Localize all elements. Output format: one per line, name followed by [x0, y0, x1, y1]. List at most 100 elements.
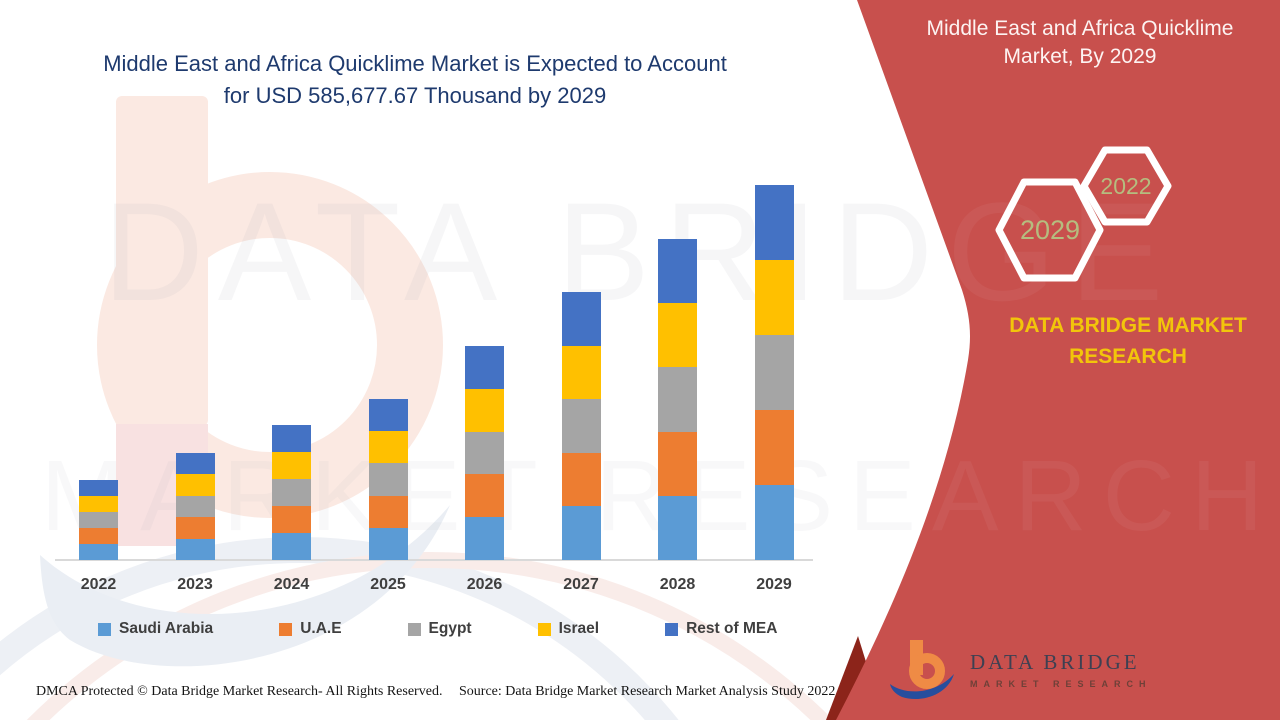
bar-2028-u-a-e-segment: [658, 431, 697, 496]
bar-2025-u-a-e-segment: [368, 495, 408, 528]
bar-2029-israel-segment: [754, 260, 794, 335]
hexagon-2029-label: 2029: [1020, 215, 1080, 245]
page-title-line2: for USD 585,677.67 Thousand by 2029: [223, 83, 607, 108]
source-note: Source: Data Bridge Market Research Mark…: [459, 684, 836, 699]
logo-tagline: MARKET RESEARCH: [970, 678, 1152, 689]
bar-2024-egypt-segment: [272, 479, 311, 506]
hexagon-2022-label: 2022: [1100, 173, 1151, 199]
databridge-watermark-logo-icon: [40, 96, 450, 667]
bar-2023-u-a-e-segment: [175, 517, 215, 539]
legend-item-rest-of-mea: Rest of MEA: [665, 620, 777, 638]
bar-2028-rest-of-mea-segment: [658, 239, 697, 304]
chart-legend: Saudi Arabia U.A.E Egypt Israel Rest of MEA: [98, 620, 777, 638]
legend-swatch-icon: [279, 622, 293, 636]
bar-2028-saudi-arabia-segment: [658, 495, 697, 560]
bar-2024-saudi-arabia-segment: [272, 533, 311, 560]
bar-2027-saudi-arabia-segment: [561, 506, 601, 560]
bar-2022-saudi-arabia-segment: [79, 544, 118, 560]
bar-2028-egypt-segment: [658, 367, 697, 432]
bar-2027-israel-segment: [561, 345, 601, 400]
bar-2027-egypt-segment: [561, 399, 601, 453]
bar-2024: [272, 425, 311, 560]
panel-title: Middle East and Africa Quicklime Market,…: [893, 15, 1267, 71]
legend-label: U.A.E: [300, 620, 342, 637]
bar-2025-israel-segment: [368, 431, 408, 464]
x-axis-label-2027: 2027: [563, 576, 599, 593]
hexagon-2029-icon: 2029: [995, 178, 1104, 282]
bar-2029-egypt-segment: [754, 335, 794, 410]
bar-2027-u-a-e-segment: [561, 452, 601, 507]
x-axis-label-2023: 2023: [177, 576, 213, 593]
bar-2025-saudi-arabia-segment: [368, 527, 408, 560]
bar-2027: [561, 292, 601, 560]
x-axis-line: [55, 559, 813, 561]
red-side-panel: [836, 0, 1280, 720]
watermark-text-line2-on-red: MARKET RESEARCH: [41, 440, 1279, 552]
legend-swatch-icon: [665, 622, 679, 636]
logo-texts: DATA BRIDGE MARKET RESEARCH: [970, 650, 1152, 689]
bar-2028: [658, 239, 697, 560]
x-axis-label-2025: 2025: [370, 576, 406, 593]
x-axis-label-2028: 2028: [659, 576, 696, 593]
bar-2028-israel-segment: [658, 303, 697, 368]
bar-2023-saudi-arabia-segment: [175, 538, 215, 560]
legend-swatch-icon: [98, 622, 111, 636]
bar-2025-rest-of-mea-segment: [368, 399, 408, 432]
bar-2027-rest-of-mea-segment: [561, 292, 601, 346]
legend-item-israel: Israel: [537, 620, 600, 638]
bar-2025: [368, 399, 408, 560]
bar-2024-rest-of-mea-segment: [272, 425, 311, 452]
bar-2024-israel-segment: [272, 452, 311, 479]
x-axis-label-2024: 2024: [273, 576, 310, 593]
legend-label: Egypt: [428, 620, 472, 637]
watermark-text-line1-on-red: DATA BRIDGE: [103, 173, 1178, 330]
page-title-line1: Middle East and Africa Quicklime Market …: [103, 51, 727, 76]
bar-2029-saudi-arabia-segment: [754, 485, 794, 560]
brand-text: DATA BRIDGE MARKET RESEARCH: [950, 310, 1280, 372]
panel-title-line2: Market, By 2029: [1003, 45, 1157, 68]
year-hexagons: 2022 2029: [995, 146, 1172, 282]
bar-2022-u-a-e-segment: [79, 528, 118, 544]
databridge-logo-icon: [890, 640, 954, 700]
bar-2029-rest-of-mea-segment: [754, 185, 794, 260]
legend-label: Saudi Arabia: [119, 620, 214, 637]
databridge-logo: DATA BRIDGE MARKET RESEARCH: [886, 638, 1152, 700]
legend-swatch-icon: [537, 622, 551, 636]
bar-2026-rest-of-mea-segment: [465, 346, 504, 389]
x-axis-label-2026: 2026: [466, 576, 503, 593]
bar-2026-israel-segment: [465, 388, 504, 432]
bar-2023-israel-segment: [175, 474, 215, 496]
dmca-notice: DMCA Protected © Data Bridge Market Rese…: [36, 684, 443, 699]
x-axis-label-2029: 2029: [756, 576, 792, 593]
legend-swatch-icon: [407, 622, 421, 636]
hexagon-2022-icon: 2022: [1080, 146, 1172, 226]
bar-2026-u-a-e-segment: [465, 474, 504, 518]
legend-label: Rest of MEA: [686, 620, 778, 637]
bar-2026-saudi-arabia-segment: [465, 517, 504, 560]
bar-2026-egypt-segment: [465, 431, 504, 475]
brand-text-line1: DATA BRIDGE MARKET: [1009, 314, 1247, 337]
bar-2029-u-a-e-segment: [754, 410, 794, 485]
bar-2024-u-a-e-segment: [272, 506, 311, 533]
bar-2025-egypt-segment: [368, 463, 408, 496]
bar-2022-rest-of-mea-segment: [79, 480, 118, 496]
panel-title-line1: Middle East and Africa Quicklime: [926, 17, 1234, 40]
brand-text-line2: RESEARCH: [1069, 345, 1187, 368]
bar-2022-israel-segment: [79, 496, 118, 512]
legend-item-u-a-e: U.A.E: [279, 620, 342, 638]
bar-2023-rest-of-mea-segment: [175, 453, 215, 475]
bar-2029: [754, 185, 794, 560]
x-axis-label-2022: 2022: [80, 576, 117, 593]
bar-2022-egypt-segment: [79, 512, 118, 528]
page-title: Middle East and Africa Quicklime Market …: [58, 48, 772, 112]
legend-item-egypt: Egypt: [407, 620, 472, 638]
legend-item-saudi-arabia: Saudi Arabia: [98, 620, 213, 638]
legend-label: Israel: [558, 620, 600, 637]
bar-2023: [175, 453, 215, 560]
bar-2022: [79, 480, 118, 560]
bar-2023-egypt-segment: [175, 495, 215, 518]
logo-name: DATA BRIDGE: [970, 649, 1140, 674]
